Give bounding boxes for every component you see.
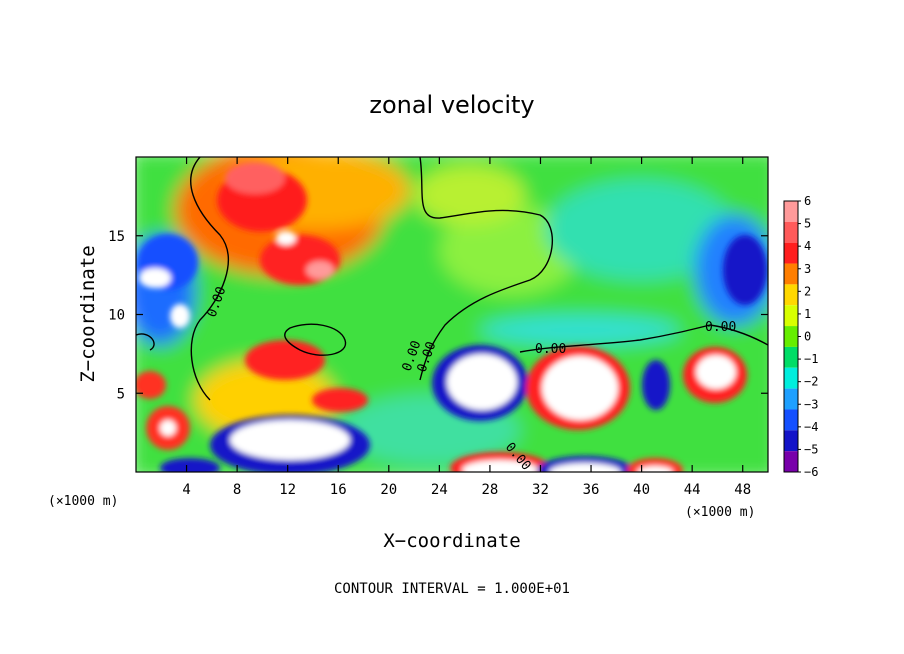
colorbar-label: −4 (804, 420, 818, 434)
velocity-field (136, 157, 768, 472)
colorbar-swatch (784, 284, 798, 306)
contour-interval-note: CONTOUR INTERVAL = 1.000E+01 (334, 581, 570, 597)
colorbar-label: −2 (804, 375, 818, 389)
y-axis-label: Z−coordinate (77, 245, 99, 382)
colorbar: 6 5 4 3 2 1 0 −1 −2 −3 −4 −5 −6 (783, 194, 818, 479)
colorbar-label: −5 (804, 442, 818, 456)
colorbar-swatch (784, 451, 798, 472)
x-unit-label-right: (×1000 m) (685, 505, 755, 520)
x-tick-label: 8 (233, 482, 241, 498)
x-tick-label: 40 (633, 482, 650, 498)
x-tick-label: 48 (734, 482, 751, 498)
colorbar-label: −6 (804, 465, 818, 479)
colorbar-label: 2 (804, 284, 811, 298)
x-tick-label: 12 (279, 482, 296, 498)
colorbar-swatch (784, 263, 798, 285)
x-tick-label: 24 (431, 482, 448, 498)
x-tick-label: 36 (583, 482, 600, 498)
colorbar-label: −1 (804, 352, 818, 366)
colorbar-label: 5 (804, 217, 811, 231)
colorbar-swatch (784, 305, 798, 327)
colorbar-swatch (784, 326, 798, 347)
x-tick-label: 28 (481, 482, 498, 498)
x-tick-label: 20 (380, 482, 397, 498)
y-tick-label: 15 (108, 229, 125, 245)
x-unit-label-left: (×1000 m) (48, 494, 118, 509)
colorbar-label: 3 (804, 262, 811, 276)
colorbar-swatch (784, 409, 798, 431)
colorbar-swatch (784, 388, 798, 410)
colorbar-label: 6 (804, 194, 811, 208)
colorbar-label: 4 (804, 239, 811, 253)
contour-label: 0.00 (705, 320, 736, 335)
y-tick-label: 10 (108, 308, 125, 324)
x-axis-label: X−coordinate (383, 530, 520, 552)
colorbar-label: −3 (804, 397, 818, 411)
contour-label: 0.00 (535, 342, 566, 357)
colorbar-swatch (784, 430, 798, 452)
colorbar-swatch (784, 221, 798, 243)
chart-title: zonal velocity (369, 91, 534, 119)
colorbar-swatch (784, 242, 798, 264)
x-tick-label: 32 (532, 482, 549, 498)
colorbar-swatch (784, 346, 798, 368)
x-tick-label: 16 (330, 482, 347, 498)
y-tick-label: 5 (117, 386, 125, 402)
colorbar-swatch (784, 201, 798, 222)
colorbar-label: 0 (804, 330, 811, 344)
x-tick-label: 4 (182, 482, 190, 498)
colorbar-label: 1 (804, 307, 811, 321)
x-tick-label: 44 (684, 482, 701, 498)
colorbar-swatch (784, 367, 798, 389)
